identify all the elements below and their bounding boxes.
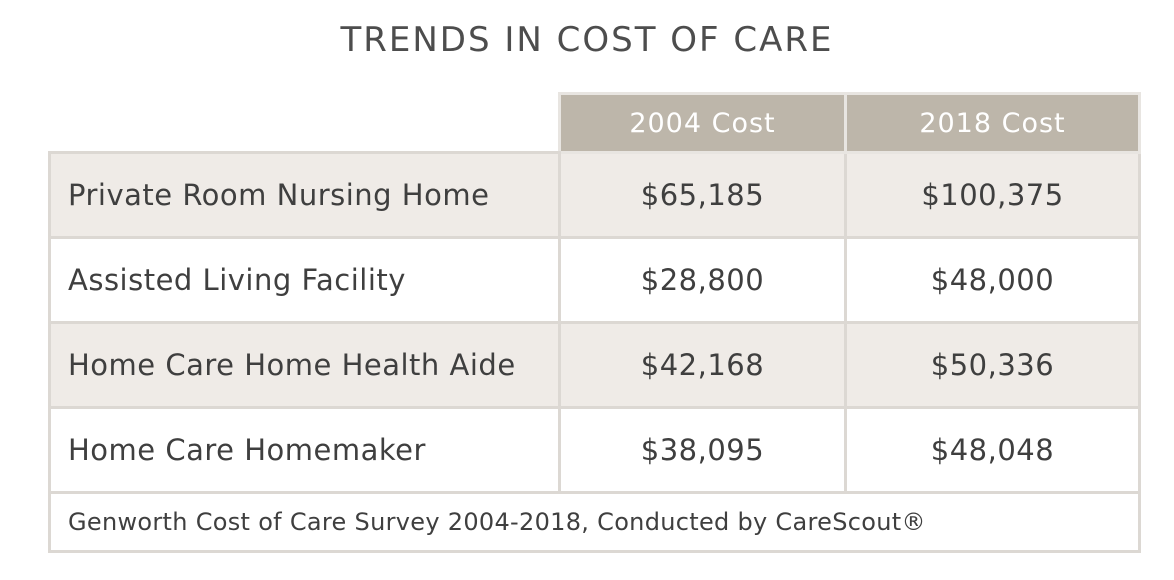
cost-of-care-table: 2004 Cost 2018 Cost Private Room Nursing… <box>48 92 1141 553</box>
cost-2018-cell: $100,375 <box>844 151 1141 239</box>
source-footnote: Genworth Cost of Care Survey 2004-2018, … <box>48 491 1141 553</box>
row-label: Assisted Living Facility <box>48 236 561 324</box>
table-row: Private Room Nursing Home $65,185 $100,3… <box>48 151 1141 239</box>
cost-2018-cell: $48,000 <box>844 236 1141 324</box>
cost-2004-cell: $28,800 <box>558 236 847 324</box>
cost-2004-cell: $38,095 <box>558 406 847 494</box>
cost-table-container: 2004 Cost 2018 Cost Private Room Nursing… <box>48 92 1141 553</box>
header-row: 2004 Cost 2018 Cost <box>49 92 1141 154</box>
row-label: Private Room Nursing Home <box>48 151 561 239</box>
cost-2004-cell: $65,185 <box>558 151 847 239</box>
row-label: Home Care Home Health Aide <box>48 321 561 409</box>
header-2004-cost: 2004 Cost <box>558 92 847 154</box>
cost-2018-cell: $50,336 <box>844 321 1141 409</box>
cost-2018-cell: $48,048 <box>844 406 1141 494</box>
header-2018-cost: 2018 Cost <box>844 92 1141 154</box>
header-blank-cell <box>49 93 561 154</box>
row-label: Home Care Homemaker <box>48 406 561 494</box>
footnote-row: Genworth Cost of Care Survey 2004-2018, … <box>48 491 1141 553</box>
table-row: Assisted Living Facility $28,800 $48,000 <box>48 236 1141 324</box>
cost-2004-cell: $42,168 <box>558 321 847 409</box>
table-row: Home Care Home Health Aide $42,168 $50,3… <box>48 321 1141 409</box>
table-row: Home Care Homemaker $38,095 $48,048 <box>48 406 1141 494</box>
chart-title: TRENDS IN COST OF CARE <box>340 20 834 60</box>
